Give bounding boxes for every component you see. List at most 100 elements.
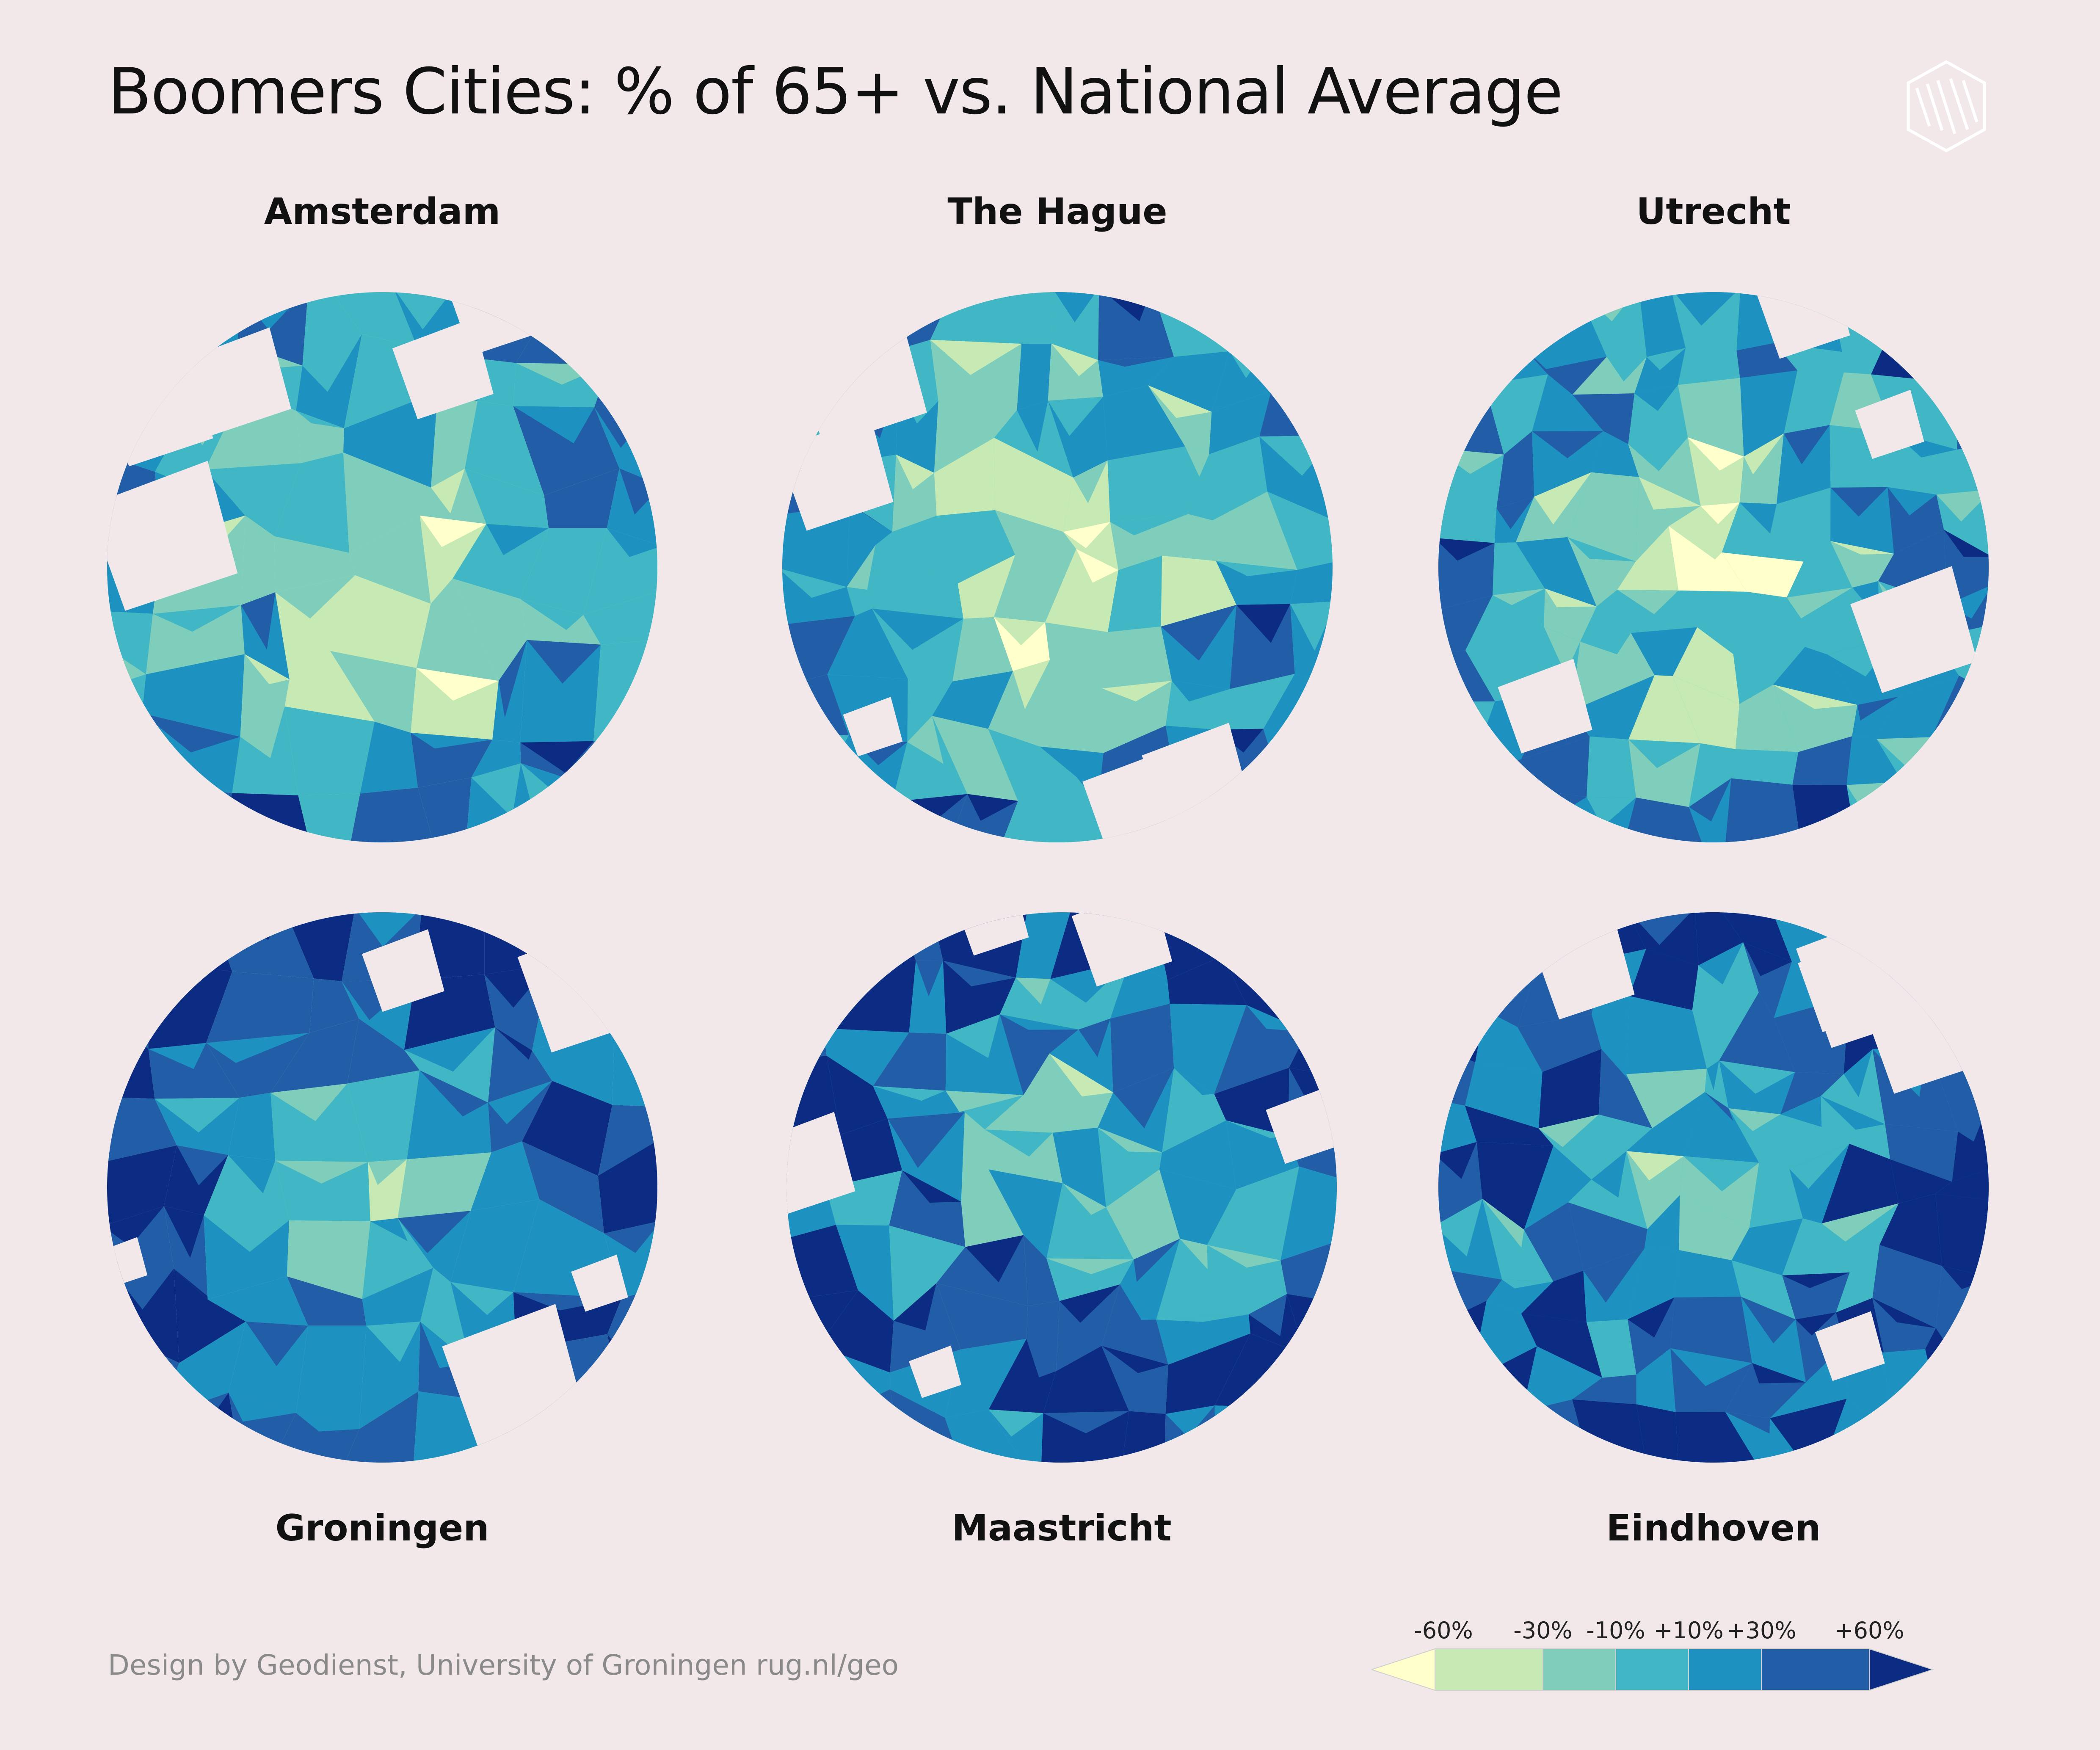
district-utrecht (1534, 472, 1592, 524)
district-amsterdam (107, 292, 171, 370)
district-eindhoven (1683, 1092, 1759, 1163)
district-amsterdam (486, 524, 549, 555)
district-eindhoven (1933, 912, 1989, 966)
district-maastricht (1165, 1333, 1250, 1414)
district-eindhoven (1486, 1279, 1554, 1314)
district-utrecht (1936, 489, 1989, 522)
district-maastricht (1248, 1294, 1287, 1336)
district-eindhoven (1626, 1068, 1707, 1129)
district-amsterdam (520, 640, 601, 743)
district-the-hague (1172, 681, 1230, 702)
district-the-hague (993, 549, 1076, 623)
district-amsterdam (520, 599, 583, 630)
district-eindhoven (1465, 1062, 1543, 1129)
district-utrecht (1777, 487, 1831, 562)
district-groningen (604, 1220, 657, 1253)
district-amsterdam (350, 787, 435, 842)
district-utrecht (1876, 676, 1959, 739)
no-data-gap (1815, 1311, 1885, 1381)
district-utrecht (1571, 633, 1655, 711)
district-groningen (598, 1138, 657, 1206)
district-maastricht (1060, 1284, 1120, 1323)
district-amsterdam (284, 651, 375, 722)
district-eindhoven (1628, 1248, 1679, 1319)
district-groningen (107, 1418, 160, 1463)
district-eindhoven (1591, 996, 1630, 1074)
district-groningen (284, 912, 355, 981)
district-the-hague (850, 504, 892, 532)
choropleth-map-the-hague (782, 292, 1333, 842)
district-groningen (366, 1322, 420, 1362)
district-groningen (228, 1093, 276, 1161)
district-maastricht (894, 1283, 936, 1330)
district-utrecht (1937, 790, 1989, 842)
district-utrecht (1571, 675, 1655, 740)
district-eindhoven (1795, 1312, 1836, 1336)
district-eindhoven (1925, 1349, 1989, 1420)
district-the-hague (847, 545, 875, 590)
district-eindhoven (1468, 912, 1546, 968)
city-label-amsterdam: Amsterdam (264, 190, 501, 233)
district-groningen (146, 912, 232, 972)
district-the-hague (782, 292, 839, 363)
legend-swatch-2 (1543, 1648, 1616, 1691)
district-eindhoven (1626, 1092, 1705, 1157)
legend-swatch-0 (1371, 1648, 1435, 1691)
district-amsterdam (330, 651, 417, 733)
district-eindhoven (1884, 1349, 1939, 1433)
district-the-hague (1017, 343, 1051, 410)
district-the-hague (1103, 385, 1185, 461)
district-eindhoven (1890, 1159, 1952, 1203)
district-eindhoven (1895, 912, 1957, 976)
district-eindhoven (1707, 1060, 1719, 1090)
district-utrecht (1493, 588, 1545, 605)
district-amsterdam (419, 516, 486, 547)
district-maastricht (1026, 1301, 1060, 1372)
district-maastricht (1041, 1411, 1129, 1463)
district-groningen (347, 1070, 420, 1162)
district-utrecht (1591, 431, 1639, 477)
district-the-hague (1148, 385, 1212, 418)
district-the-hague (1206, 292, 1279, 351)
district-the-hague (1259, 391, 1333, 437)
district-amsterdam (583, 590, 657, 645)
district-the-hague (782, 774, 849, 842)
district-utrecht (1485, 374, 1548, 455)
district-the-hague (1013, 660, 1050, 709)
district-eindhoven (1876, 1409, 1951, 1463)
district-utrecht (1792, 736, 1852, 785)
district-the-hague (1209, 391, 1272, 455)
district-utrecht (1952, 292, 1989, 327)
district-utrecht (1783, 370, 1844, 434)
district-maastricht (961, 1112, 989, 1202)
district-groningen (204, 1215, 289, 1252)
district-maastricht (1026, 1339, 1056, 1377)
district-amsterdam (296, 411, 344, 428)
district-eindhoven (1942, 1266, 1989, 1289)
district-eindhoven (1465, 1105, 1539, 1134)
district-utrecht (1876, 737, 1932, 770)
district-the-hague (994, 438, 1073, 532)
district-groningen (206, 972, 314, 1043)
district-groningen (610, 951, 657, 1038)
district-amsterdam (513, 406, 620, 496)
district-eindhoven (1939, 1409, 1989, 1463)
district-utrecht (1438, 754, 1476, 795)
district-maastricht (916, 961, 943, 996)
district-the-hague (847, 504, 892, 587)
district-eindhoven (1698, 942, 1743, 985)
district-groningen (107, 912, 180, 994)
legend-swatch-1 (1435, 1648, 1543, 1691)
district-maastricht (1046, 1258, 1134, 1301)
district-the-hague (1290, 601, 1333, 651)
district-maastricht (945, 1090, 1024, 1112)
district-utrecht (1830, 541, 1894, 555)
district-eindhoven (1695, 912, 1720, 928)
district-maastricht (936, 1283, 1028, 1350)
district-the-hague (1052, 292, 1099, 323)
legend-label: +10% (1653, 1617, 1723, 1644)
district-eindhoven (1695, 912, 1743, 966)
district-maastricht (943, 961, 1016, 987)
district-eindhoven (1524, 1202, 1584, 1282)
